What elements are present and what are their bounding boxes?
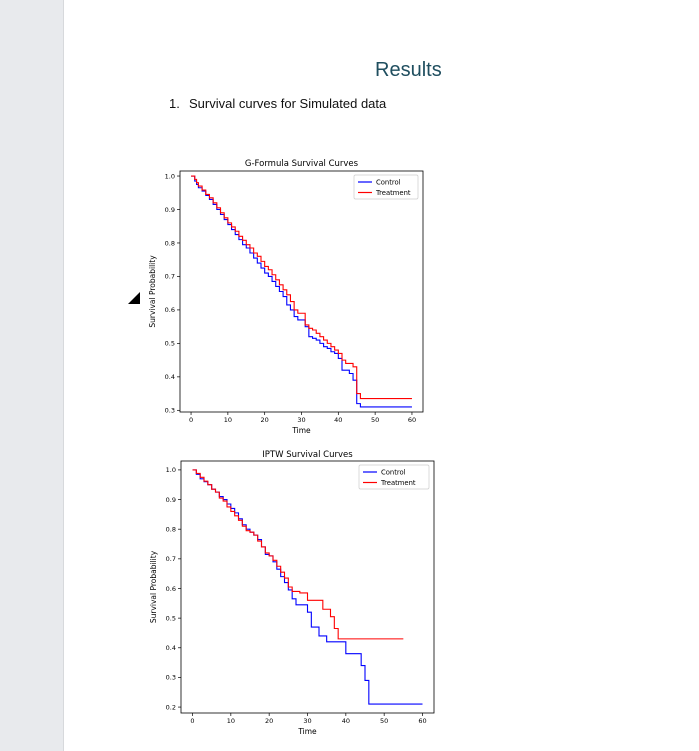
y-tick-label: 0.8 bbox=[165, 239, 175, 247]
legend-entry: Control bbox=[376, 178, 401, 186]
y-tick-label: 0.3 bbox=[165, 407, 175, 415]
y-tick-label: 0.4 bbox=[166, 644, 176, 652]
left-panel bbox=[0, 0, 64, 751]
x-tick-label: 50 bbox=[371, 416, 379, 424]
x-tick-label: 50 bbox=[380, 717, 388, 725]
page-heading: Results bbox=[375, 59, 442, 81]
legend-entry: Control bbox=[381, 468, 406, 476]
y-tick-label: 0.8 bbox=[166, 525, 176, 533]
y-tick-label: 0.5 bbox=[166, 614, 176, 622]
chart-1: G-Formula Survival Curves 0 10 20 30 40 50 60 0.… bbox=[148, 159, 424, 435]
chart-title: G-Formula Survival Curves bbox=[245, 159, 359, 169]
y-tick-label: 0.4 bbox=[165, 373, 175, 381]
mouse-cursor-icon bbox=[128, 292, 140, 304]
x-tick-label: 20 bbox=[261, 416, 269, 424]
y-tick-label: 0.7 bbox=[165, 273, 175, 281]
y-tick-label: 0.2 bbox=[166, 703, 176, 711]
x-tick-label: 0 bbox=[190, 717, 194, 725]
y-tick-label: 0.5 bbox=[165, 340, 175, 348]
y-tick-label: 0.9 bbox=[166, 496, 176, 504]
plot-frame bbox=[180, 460, 435, 714]
y-tick-label: 1.0 bbox=[166, 466, 176, 474]
list-item-text: Survival curves for Simulated data bbox=[189, 96, 387, 111]
y-tick-label: 0.6 bbox=[166, 585, 176, 593]
legend: Control Treatment bbox=[358, 464, 430, 490]
list-number: 1. bbox=[169, 96, 180, 111]
y-axis-label: Survival Probability bbox=[148, 255, 157, 328]
x-tick-label: 40 bbox=[342, 717, 350, 725]
x-tick-label: 20 bbox=[265, 717, 273, 725]
legend-entry: Treatment bbox=[375, 189, 411, 197]
y-tick-label: 0.3 bbox=[166, 674, 176, 682]
legend: Control Treatment bbox=[353, 174, 419, 200]
y-tick-label: 1.0 bbox=[165, 172, 175, 180]
series-line-treatment bbox=[192, 469, 404, 640]
y-axis-label: Survival Probability bbox=[149, 550, 158, 623]
numbered-list-item: 1. Survival curves for Simulated data bbox=[169, 96, 386, 111]
chart-2: IPTW Survival Curves 0 10 20 30 40 50 60 0.2 0.3 0… bbox=[149, 450, 435, 736]
y-tick-label: 0.7 bbox=[166, 555, 176, 563]
x-tick-label: 30 bbox=[297, 416, 305, 424]
x-tick-label: 40 bbox=[334, 416, 342, 424]
x-axis-label: Time bbox=[297, 727, 317, 736]
x-tick-label: 10 bbox=[227, 717, 235, 725]
legend-entry: Treatment bbox=[380, 479, 416, 487]
y-tick-label: 0.9 bbox=[165, 206, 175, 214]
x-tick-label: 60 bbox=[418, 717, 426, 725]
x-tick-label: 30 bbox=[303, 717, 311, 725]
x-tick-label: 0 bbox=[189, 416, 193, 424]
series-line-treatment bbox=[191, 175, 412, 400]
x-axis-label: Time bbox=[291, 426, 311, 435]
y-tick-label: 0.6 bbox=[165, 306, 175, 314]
x-tick-label: 10 bbox=[224, 416, 232, 424]
chart-title: IPTW Survival Curves bbox=[262, 450, 353, 460]
x-tick-label: 60 bbox=[408, 416, 416, 424]
